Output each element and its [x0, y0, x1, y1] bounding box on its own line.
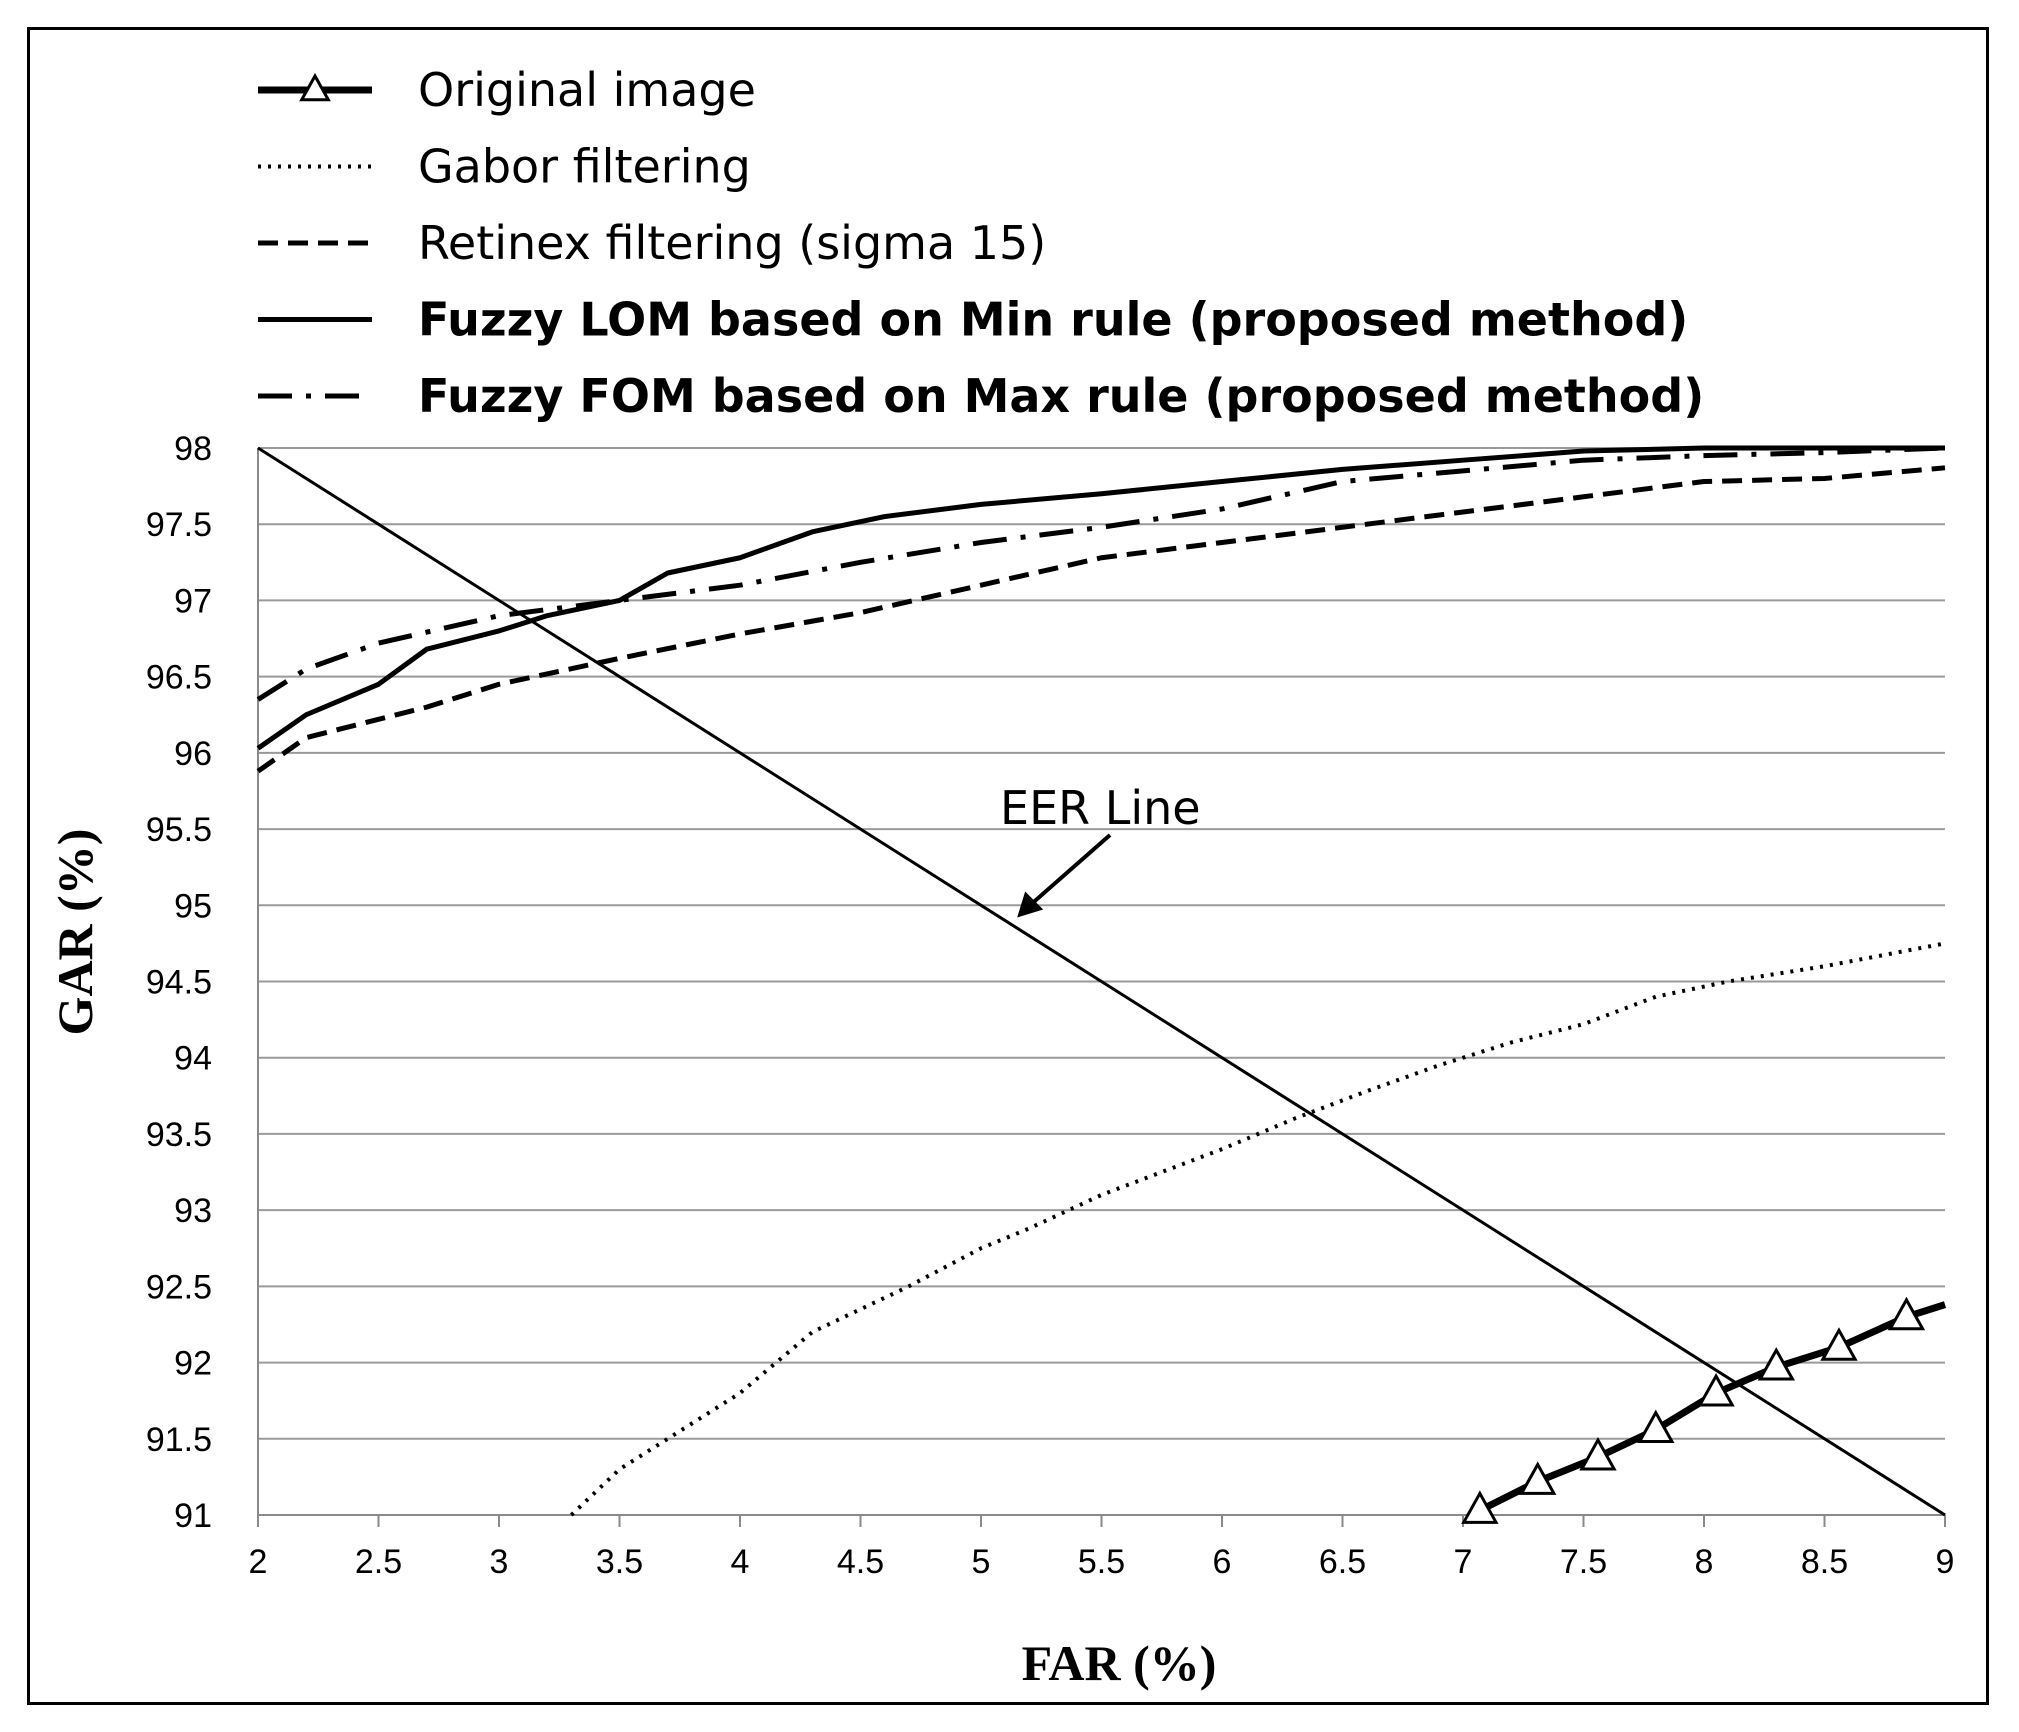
y-tick-label-10: 96 [174, 735, 212, 773]
y-tick-label-5: 93.5 [146, 1116, 212, 1154]
series-0 [1461, 1296, 1947, 1524]
series-line-4 [256, 445, 1946, 702]
y-tick-labels: 91 91.5 92 92.5 93 93.5 94 94.5 95 95.5 96 96.5 97 97… [146, 430, 212, 1535]
series-line-0 [1478, 1301, 1947, 1514]
legend-label-3: Fuzzy LOM based on Min rule (proposed me… [418, 293, 1688, 347]
annotation-arrow-line-0 [1023, 833, 1112, 911]
legend-label-0: Original image [418, 63, 756, 117]
data-point-0-0 [1461, 1490, 1499, 1524]
series-line-2 [256, 465, 1946, 774]
x-tick-label-10: 7 [1454, 1543, 1473, 1581]
series-line-1 [569, 941, 1946, 1517]
y-tick-label-8: 95 [174, 887, 212, 925]
x-tick-label-7: 5.5 [1078, 1543, 1125, 1581]
x-tick-label-9: 6.5 [1319, 1543, 1366, 1581]
series-1 [569, 941, 1946, 1517]
x-tick-label-4: 4 [731, 1543, 750, 1581]
x-tick-label-6: 5 [972, 1543, 991, 1581]
y-tick-label-1: 91.5 [146, 1421, 212, 1459]
y-tick-label-3: 92.5 [146, 1268, 212, 1306]
x-tick-label-11: 7.5 [1560, 1543, 1607, 1581]
y-tick-label-13: 97.5 [146, 506, 212, 544]
annotation-label-0: EER Line [1000, 781, 1201, 835]
y-tick-label-12: 97 [174, 582, 212, 620]
x-tick-label-13: 8.5 [1801, 1543, 1848, 1581]
data-point-0-2 [1579, 1437, 1617, 1471]
chart-frame [27, 27, 1989, 1705]
legend-label-1: Gabor filtering [418, 140, 751, 194]
annotation-arrow-head-0 [1017, 891, 1044, 918]
x-tick-labels: 2 2.5 3 3.5 4 4.5 5 5.5 6 6.5 7 7.5 8 8.5 9 [249, 1543, 1955, 1581]
legend-label-4: Fuzzy FOM based on Max rule (proposed me… [418, 369, 1704, 423]
y-tick-label-11: 96.5 [146, 659, 212, 697]
data-point-0-6 [1820, 1327, 1858, 1361]
legend-label-2: Retinex filtering (sigma 15) [418, 216, 1046, 270]
x-tick-label-1: 2.5 [355, 1543, 402, 1581]
data-point-0-3 [1637, 1409, 1675, 1444]
y-tick-label-0: 91 [174, 1497, 212, 1535]
x-tick-label-14: 9 [1936, 1543, 1955, 1581]
series-line-5 [257, 446, 1946, 1517]
data-point-0-7 [1887, 1296, 1926, 1331]
y-tick-label-14: 98 [174, 430, 212, 468]
y-tick-label-9: 95.5 [146, 811, 212, 849]
x-axis-title: FAR (%) [1022, 1635, 1217, 1691]
x-tick-label-2: 3 [490, 1543, 509, 1581]
y-tick-label-6: 94 [174, 1040, 212, 1078]
y-tick-label-4: 93 [174, 1192, 212, 1230]
x-tick-label-5: 4.5 [837, 1543, 884, 1581]
legend-marker-0 [299, 72, 331, 102]
x-tick-label-3: 3.5 [596, 1543, 643, 1581]
y-axis-title: GAR (%) [47, 829, 103, 1036]
annotations: EER Line [1000, 781, 1201, 918]
legend: Original image Gabor filtering Retinex fil… [258, 63, 1704, 423]
data-point-0-5 [1757, 1347, 1796, 1381]
x-tick-label-0: 2 [249, 1543, 268, 1581]
data-point-0-1 [1519, 1461, 1557, 1495]
y-tick-label-2: 92 [174, 1345, 212, 1383]
y-tick-label-7: 94.5 [146, 964, 212, 1002]
series-line-3 [256, 445, 1945, 751]
x-tick-label-12: 8 [1695, 1543, 1714, 1581]
series-2 [256, 465, 1946, 774]
series-3 [256, 445, 1945, 751]
series-layer [256, 445, 1947, 1524]
series-4 [256, 445, 1946, 702]
data-point-0-4 [1697, 1372, 1735, 1407]
gridlines [258, 447, 1945, 1516]
x-tick-label-8: 6 [1213, 1543, 1232, 1581]
series-5 [257, 446, 1946, 1517]
